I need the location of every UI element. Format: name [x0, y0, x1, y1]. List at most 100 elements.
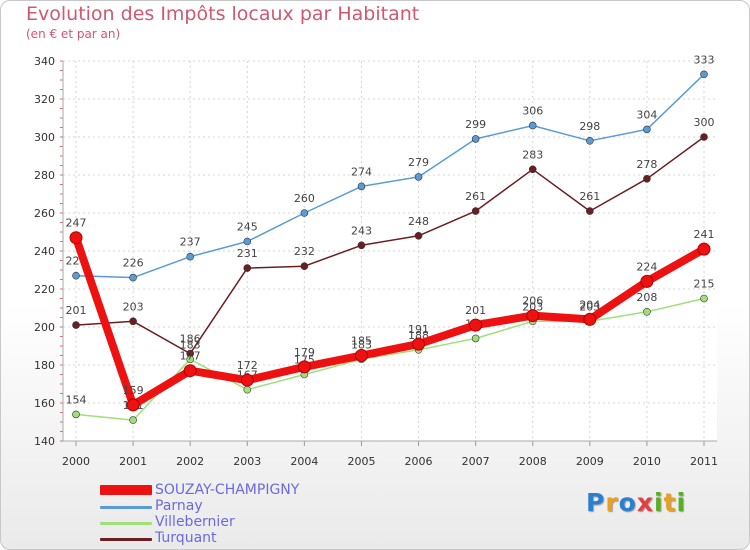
data-point-parnay	[471, 135, 480, 143]
data-label-parnay: 237	[180, 236, 201, 249]
data-point-parnay	[243, 237, 252, 246]
legend-label-parnay: Parnay	[155, 498, 203, 514]
data-point-villebernier	[471, 334, 480, 343]
x-tick-label: 2001	[119, 455, 147, 468]
series-line-souzay-champigny	[72, 233, 708, 409]
data-label-parnay: 298	[579, 120, 600, 133]
data-label-villebernier: 203	[522, 300, 543, 313]
data-point-villebernier	[700, 294, 708, 303]
data-point-turquant	[129, 317, 137, 326]
y-tick-label: 240	[34, 245, 55, 258]
data-label-souzay-champigny: 241	[694, 228, 715, 241]
data-point-villebernier	[643, 307, 651, 316]
data-label-parnay: 279	[408, 156, 429, 169]
data-label-souzay-champigny: 177	[180, 350, 201, 363]
logo-letter: P	[586, 488, 606, 517]
data-point-turquant	[471, 207, 480, 215]
data-label-souzay-champigny: 247	[66, 217, 87, 230]
x-tick-label: 2007	[462, 455, 490, 468]
data-point-souzay-champigny	[640, 274, 654, 288]
series-line-villebernier	[75, 297, 705, 421]
data-label-villebernier: 183	[180, 338, 201, 351]
legend-swatch-parnay	[100, 506, 152, 509]
data-point-parnay	[528, 121, 537, 130]
data-label-souzay-champigny: 159	[123, 384, 144, 397]
y-tick-label: 160	[34, 397, 55, 410]
data-label-turquant: 300	[694, 116, 715, 129]
data-label-turquant: 283	[522, 148, 543, 161]
data-point-parnay	[300, 209, 309, 217]
y-tick-label: 280	[34, 169, 55, 182]
data-point-turquant	[300, 262, 309, 271]
logo-letter: r	[605, 488, 619, 517]
data-label-villebernier: 154	[66, 393, 87, 406]
data-point-turquant	[243, 264, 252, 272]
data-point-turquant	[643, 175, 651, 183]
x-tick-label: 2002	[176, 455, 204, 468]
x-tick-label: 2005	[347, 455, 375, 468]
y-tick-label: 140	[34, 435, 55, 448]
data-point-turquant	[414, 232, 423, 240]
data-label-villebernier: 183	[351, 338, 372, 351]
y-tick-label: 320	[34, 93, 55, 106]
legend-swatch-villebernier	[100, 522, 152, 525]
x-tick-label: 2006	[405, 455, 433, 468]
data-label-villebernier: 208	[636, 291, 657, 304]
data-label-souzay-champigny: 224	[636, 260, 657, 273]
data-point-parnay	[643, 125, 651, 134]
data-label-souzay-champigny: 206	[522, 295, 543, 308]
logo-letter: i	[654, 488, 664, 517]
data-label-turquant: 248	[408, 215, 429, 228]
data-point-parnay	[129, 273, 137, 282]
proxiti-logo: Proxiti	[586, 488, 686, 517]
data-label-turquant: 261	[465, 190, 486, 203]
data-point-parnay	[186, 252, 194, 261]
y-tick-label: 220	[34, 283, 55, 296]
legend-label-turquant: Turquant	[155, 530, 217, 546]
data-point-parnay	[72, 271, 80, 280]
data-label-parnay: 306	[522, 105, 543, 118]
data-point-souzay-champigny	[183, 364, 197, 378]
data-point-souzay-champigny	[526, 309, 540, 323]
series-line-turquant	[75, 136, 705, 355]
data-point-souzay-champigny	[69, 231, 83, 245]
data-label-turquant: 243	[351, 224, 372, 237]
x-tick-label: 2009	[576, 455, 604, 468]
legend-label-souzay-champigny: SOUZAY-CHAMPIGNY	[155, 482, 300, 498]
data-label-turquant: 261	[579, 190, 600, 203]
data-point-parnay	[700, 70, 708, 79]
y-tick-label: 300	[34, 131, 55, 144]
x-tick-label: 2010	[633, 455, 661, 468]
y-tick-label: 340	[34, 55, 55, 68]
data-point-villebernier	[129, 416, 137, 424]
y-tick-label: 260	[34, 207, 55, 220]
data-label-souzay-champigny: 191	[408, 323, 429, 336]
logo-letter: x	[636, 488, 654, 517]
chart-title: Evolution des Impôts locaux par Habitant	[26, 3, 420, 25]
data-label-turquant: 186	[180, 333, 201, 346]
data-point-villebernier	[186, 355, 194, 364]
x-tick-label: 2008	[519, 455, 547, 468]
data-point-souzay-champigny	[297, 360, 311, 374]
data-label-souzay-champigny: 185	[351, 335, 372, 348]
data-point-parnay	[586, 137, 594, 145]
y-tick-label: 180	[34, 359, 55, 372]
data-label-turquant: 201	[66, 304, 87, 317]
data-label-souzay-champigny: 204	[579, 298, 600, 311]
legend-label-villebernier: Villebernier	[155, 514, 235, 530]
data-point-souzay-champigny	[354, 349, 368, 362]
x-tick-label: 2011	[690, 455, 718, 468]
logo-letter: o	[618, 488, 637, 517]
data-point-parnay	[414, 173, 423, 181]
data-point-villebernier	[72, 410, 80, 419]
data-label-parnay: 245	[237, 221, 258, 234]
data-label-parnay: 274	[351, 165, 372, 178]
data-point-turquant	[700, 133, 708, 141]
y-tick-label: 200	[34, 321, 55, 334]
data-label-parnay: 260	[294, 192, 315, 205]
data-point-parnay	[357, 182, 366, 191]
data-label-villebernier: 203	[579, 300, 600, 313]
data-point-souzay-champigny	[469, 318, 483, 332]
data-label-turquant: 203	[123, 300, 144, 313]
